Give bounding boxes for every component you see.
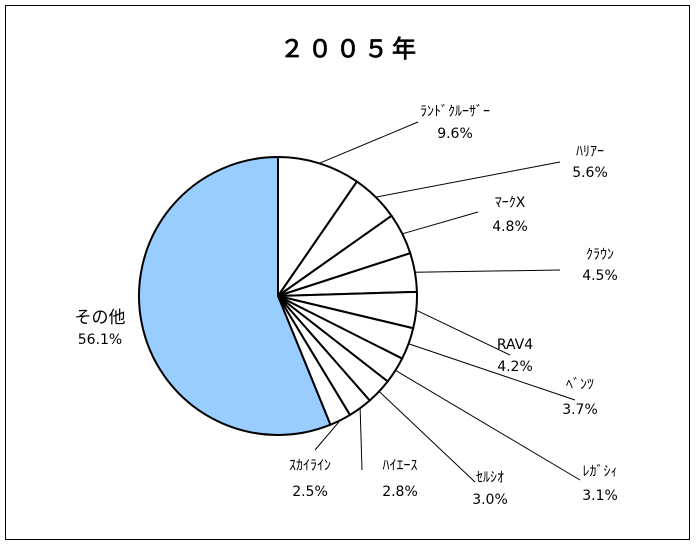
slice-label: ﾏｰｸX: [495, 195, 526, 211]
value-label: 3.1%: [582, 488, 618, 504]
slice-label: ｽｶｲﾗｲﾝ: [289, 458, 331, 474]
value-label: 4.5%: [582, 268, 618, 284]
leader-line: [408, 343, 576, 401]
slice-label: ﾊｲｴｰｽ: [383, 458, 418, 474]
leader-line: [359, 408, 363, 471]
pie-slice: [138, 155, 332, 436]
slice-label: ﾚｶﾞｼｨ: [583, 464, 618, 480]
value-label: 3.7%: [562, 402, 598, 418]
leader-line: [402, 211, 479, 235]
pie-slice: [277, 155, 359, 300]
slice-label: ﾊﾘｱｰ: [576, 144, 604, 160]
leader-line: [319, 121, 419, 164]
leader-line: [375, 161, 561, 198]
value-label: 2.8%: [382, 484, 418, 500]
slice-label: ﾗﾝﾄﾞｸﾙｰｻﾞｰ: [420, 104, 490, 120]
value-label: 3.0%: [472, 492, 508, 508]
leader-line: [314, 419, 341, 451]
leader-line: [395, 369, 581, 481]
slice-label: ｾﾙｼｵ: [476, 470, 504, 486]
slice-label: その他: [75, 308, 126, 328]
chart-title: ２００５年: [280, 35, 420, 63]
leader-line: [414, 269, 561, 273]
value-label: 9.6%: [437, 126, 473, 142]
slice-label: ﾍﾞﾝﾂ: [566, 377, 594, 393]
value-label: 4.8%: [492, 219, 528, 235]
value-label: 56.1%: [78, 332, 122, 348]
value-label: 2.5%: [292, 484, 328, 500]
slice-label: RAV4: [497, 337, 533, 353]
leader-line: [378, 391, 476, 483]
leader-line: [416, 309, 511, 356]
slice-label: ｸﾗｳﾝ: [586, 247, 614, 263]
value-label: 4.2%: [497, 359, 533, 375]
value-label: 5.6%: [572, 165, 608, 181]
